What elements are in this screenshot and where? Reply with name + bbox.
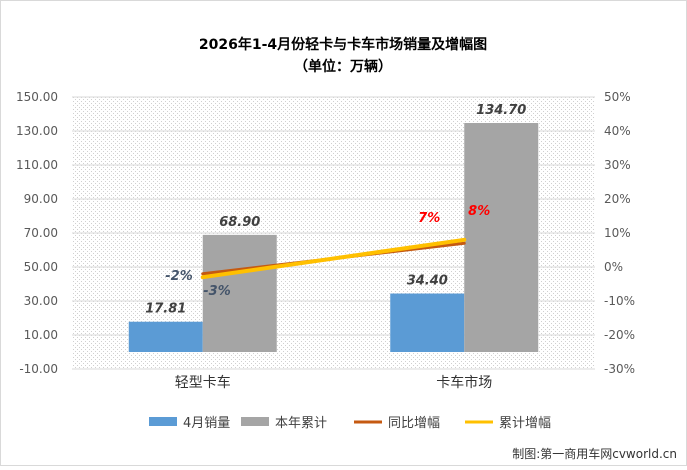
y-tick-label-left: 10.00	[24, 328, 58, 342]
line-data-label: -2%	[165, 269, 192, 284]
legend-label: 同比增幅	[388, 416, 440, 431]
x-tick-label: 卡车市场	[436, 374, 492, 391]
bar-data-label: 17.81	[145, 302, 186, 317]
x-axis: 轻型卡车 卡车市场	[72, 368, 595, 391]
y-tick-label-left: 70.00	[24, 226, 58, 240]
legend-swatch	[149, 417, 177, 426]
y-axis-left: 150.00 130.00 110.00 90.00 70.00 50.00 30.00 10…	[16, 90, 58, 376]
chart-subtitle: （单位：万辆）	[294, 58, 392, 75]
y-tick-label-left: -10.00	[19, 362, 58, 376]
y-tick-label-right: -20%	[604, 328, 635, 342]
bar-ytd-sales	[464, 123, 539, 352]
bar-data-label: 34.40	[407, 274, 448, 289]
y-tick-label-left: 50.00	[24, 260, 58, 274]
y-tick-label-left: 150.00	[16, 90, 58, 104]
y-tick-label-right: 0%	[604, 260, 623, 274]
bar-monthly-sales	[390, 293, 465, 352]
bar-monthly-sales	[128, 321, 203, 352]
bar-ytd-sales	[202, 234, 277, 352]
y-tick-label-right: 30%	[604, 158, 631, 172]
x-tick-label: 轻型卡车	[175, 374, 231, 391]
bar-data-label: 68.90	[219, 215, 260, 230]
y-tick-label-right: -30%	[604, 362, 635, 376]
y-tick-label-right: 20%	[604, 192, 631, 206]
y-tick-label-left: 30.00	[24, 294, 58, 308]
legend-swatch	[241, 417, 269, 426]
bar-data-label: 134.70	[476, 103, 526, 118]
bar-series	[128, 123, 539, 352]
line-cumulative-growth	[200, 237, 467, 280]
y-axis-right: 50% 40% 30% 20% 10% 0% -10% -20% -30%	[604, 90, 635, 376]
y-tick-label-right: 50%	[604, 90, 631, 104]
y-tick-label-right: -10%	[604, 294, 635, 308]
source-credit: 制图:第一商用车网cvworld.cn	[512, 446, 677, 461]
y-tick-label-right: 10%	[604, 226, 631, 240]
legend-label: 4月销量	[183, 416, 230, 431]
legend-label: 累计增幅	[499, 416, 551, 431]
data-labels: 17.81 68.90 34.40 134.70 -2% 7% -3% 8%	[145, 103, 526, 317]
line-series	[200, 237, 467, 280]
legend: 4月销量 本年累计 同比增幅 累计增幅	[149, 416, 551, 431]
y-tick-label-left: 130.00	[16, 124, 58, 138]
legend-label: 本年累计	[275, 416, 327, 431]
y-tick-label-right: 40%	[604, 124, 631, 138]
line-data-label: -3%	[203, 284, 230, 299]
chart-title: 2026年1-4月份轻卡与卡车市场销量及增幅图	[199, 36, 487, 53]
y-tick-label-left: 110.00	[16, 158, 58, 172]
line-data-label: 7%	[418, 211, 440, 226]
line-data-label: 8%	[468, 204, 490, 219]
y-tick-label-left: 90.00	[24, 192, 58, 206]
